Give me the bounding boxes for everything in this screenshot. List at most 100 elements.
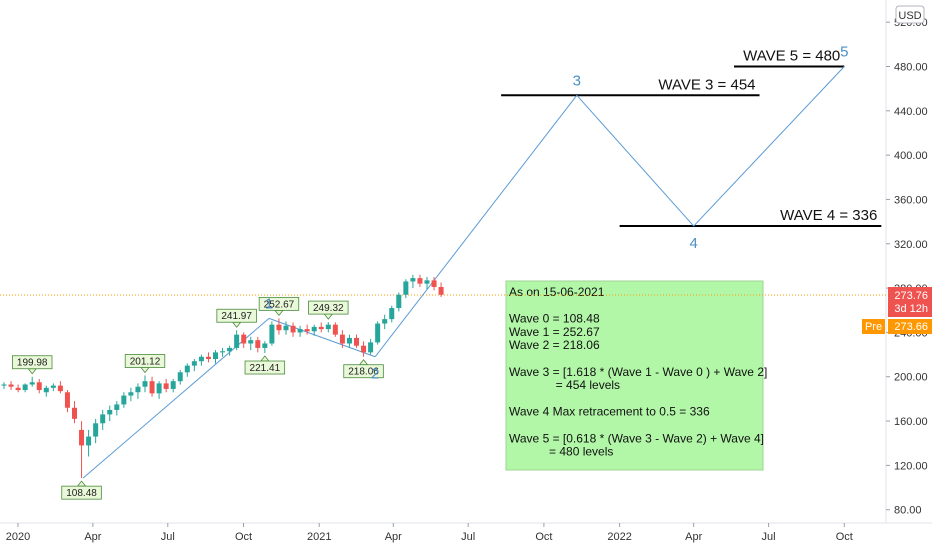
candle-body xyxy=(64,392,70,408)
candle-body xyxy=(297,329,303,333)
candle-body xyxy=(403,281,409,295)
time-tick-label: Jul xyxy=(161,531,175,543)
swing-label-pointer xyxy=(274,309,284,317)
candle-body xyxy=(255,340,261,348)
note-line: Wave 4 Max retracement to 0.5 = 336 xyxy=(509,405,710,419)
candle-body xyxy=(142,381,148,387)
note-line: = 454 levels xyxy=(509,378,620,392)
swing-label-box xyxy=(61,485,102,500)
price-axis[interactable]: 80.00120.00160.00200.00240.00280.00320.0… xyxy=(885,0,928,523)
candle-body xyxy=(431,280,437,287)
candle-body xyxy=(375,323,381,343)
note-line: Wave 0 = 108.48 xyxy=(509,312,600,326)
candle-body xyxy=(361,345,367,353)
candle-body xyxy=(290,325,296,333)
wave-segment xyxy=(576,94,695,227)
wave-level-label: WAVE 3 = 454 xyxy=(658,76,755,93)
candle-body xyxy=(424,280,430,284)
time-tick-label: Jul xyxy=(762,531,776,543)
wave-count-labels: 1 2 3 4 5 xyxy=(265,43,849,382)
candle-body xyxy=(389,308,395,320)
swing-label-box xyxy=(244,360,286,375)
candle-body xyxy=(382,319,388,324)
note-line: Wave 5 = [0.618 * (Wave 3 - Wave 2) + Wa… xyxy=(509,431,764,445)
candle-body xyxy=(368,342,374,353)
swing-price-labels: 199.98 108.48 201.12 241.97 221.41 252.67 249.… xyxy=(11,296,384,500)
note-line: = 480 levels xyxy=(509,445,613,459)
note-line: Wave 1 = 252.67 xyxy=(509,325,600,339)
candle-body xyxy=(304,329,310,332)
candle-body xyxy=(22,384,28,391)
candle-body xyxy=(191,361,197,366)
swing-label-box xyxy=(11,355,53,370)
swing-label-value: 252.67 xyxy=(264,299,295,310)
price-tick-label: 120.00 xyxy=(894,460,928,472)
wave-count-5: 5 xyxy=(840,43,848,60)
time-tick-label: Apr xyxy=(385,531,402,543)
time-tick-label: Oct xyxy=(836,531,853,543)
candle-body xyxy=(276,324,282,331)
wave-count-2: 2 xyxy=(371,366,379,383)
time-tick-label: Apr xyxy=(84,531,101,543)
swing-label-value: 201.12 xyxy=(130,356,161,367)
candle-body xyxy=(318,326,324,330)
price-tick-label: 160.00 xyxy=(894,416,928,428)
wave-count-3: 3 xyxy=(573,72,581,89)
swing-label-pointer xyxy=(260,355,270,362)
price-tick-label: 440.00 xyxy=(894,106,928,118)
candle-body xyxy=(36,382,42,391)
candle-body xyxy=(269,324,275,344)
swing-label-value: 108.48 xyxy=(66,488,97,499)
candle-body xyxy=(149,381,155,394)
candle-body xyxy=(283,325,289,331)
premarket-label: Pre xyxy=(865,321,882,333)
swing-label-value: 221.41 xyxy=(250,363,281,374)
wave-segment xyxy=(82,317,270,479)
candle-body xyxy=(417,278,423,284)
candle-body xyxy=(43,387,49,393)
candle-body xyxy=(29,382,35,385)
price-tick-label: 480.00 xyxy=(894,61,928,73)
candle-body xyxy=(50,385,56,388)
currency-badge[interactable]: USD xyxy=(895,5,925,24)
price-tick-label: 320.00 xyxy=(894,239,928,251)
premarket-badge xyxy=(862,319,885,335)
swing-label-box xyxy=(258,296,300,311)
wave-target-levels[interactable]: WAVE 3 = 454 WAVE 4 = 336 WAVE 5 = 480 xyxy=(501,47,882,228)
candle-body xyxy=(128,392,134,396)
swing-label-box xyxy=(124,354,166,368)
wave-count-1: 1 xyxy=(265,295,273,312)
time-tick-label: Oct xyxy=(535,531,552,543)
candle-body xyxy=(227,347,233,352)
note-line: As on 15-06-2021 xyxy=(509,285,605,299)
swing-label-box xyxy=(343,364,384,379)
last-price-tag xyxy=(888,287,932,318)
candle-body xyxy=(339,334,345,344)
candle-body xyxy=(248,340,254,344)
wave-level-label: WAVE 4 = 336 xyxy=(780,207,877,224)
note-line: Wave 3 = [1.618 * (Wave 1 - Wave 0 ) + W… xyxy=(509,365,767,379)
candle-body xyxy=(100,414,106,424)
time-axis[interactable]: 2020 Apr Jul Oct 2021 Apr Jul Oct 2022 Apr Jul Oct xyxy=(0,522,932,543)
candle-body xyxy=(156,383,162,394)
time-tick-label: Oct xyxy=(235,531,252,543)
candle-body xyxy=(177,372,183,382)
candle-body xyxy=(184,365,190,373)
candle-body xyxy=(220,351,226,353)
candle-body xyxy=(198,356,204,362)
note-background xyxy=(505,280,764,471)
candle-body xyxy=(72,407,77,419)
swing-label-box xyxy=(216,308,257,323)
note-line: Wave 2 = 218.06 xyxy=(509,338,600,352)
swing-label-pointer xyxy=(140,367,150,374)
candle-body xyxy=(396,294,402,309)
candle-body xyxy=(135,386,141,393)
time-tick-label: 2020 xyxy=(6,531,30,543)
candle-body xyxy=(234,334,240,348)
candle-body xyxy=(346,337,352,344)
price-tick-label: 400.00 xyxy=(894,150,928,162)
bar-countdown: 3d 12h xyxy=(894,303,928,315)
